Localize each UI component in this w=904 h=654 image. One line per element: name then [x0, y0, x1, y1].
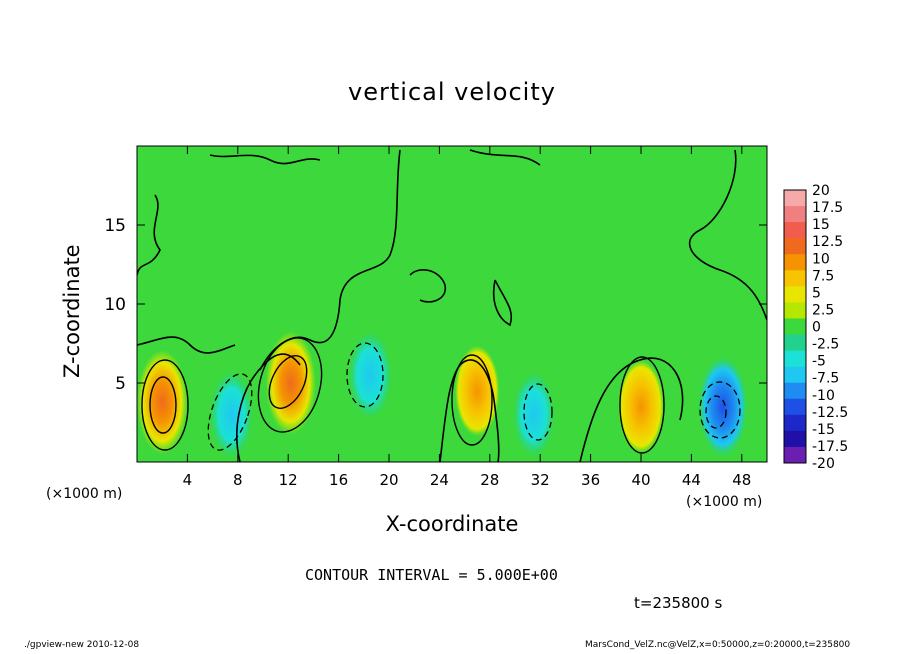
x-tick-label: 8 [233, 471, 243, 489]
colorbar-label: 7.5 [812, 268, 834, 284]
x-tick-label: 4 [183, 471, 193, 489]
colorbar-swatch-9 [784, 334, 806, 352]
colorbar-label: 12.5 [812, 234, 843, 250]
colorbar-label: -17.5 [812, 439, 848, 455]
y-axis-label: Z-coordinate [60, 244, 84, 378]
colorbar-label: -7.5 [812, 371, 839, 387]
positive-contours [141, 337, 665, 454]
colorbar-label: 15 [812, 217, 830, 233]
time-label: t=235800 s [634, 594, 723, 612]
colorbar-label: 17.5 [812, 200, 843, 216]
footer-right: MarsCond_VelZ.nc@VelZ,x=0:50000,z=0:2000… [585, 640, 851, 650]
colorbar-swatch-1 [784, 206, 806, 223]
colorbar-label: -10 [812, 388, 835, 404]
negative-contours [207, 342, 741, 451]
x-unit-label-right: (×1000 m) [686, 494, 763, 510]
x-tick-label: 32 [531, 471, 550, 489]
footer-left: ./gpview-new 2010-12-08 [24, 640, 140, 650]
y-tick-label: 15 [104, 216, 126, 236]
velocity-cell-2 [265, 331, 316, 435]
x-tick-label: 44 [682, 471, 701, 489]
colorbar-label: 5 [812, 285, 821, 301]
colorbar-swatch-2 [784, 222, 806, 239]
x-axis-label: X-coordinate [385, 512, 519, 536]
colorbar-swatch-15 [784, 430, 806, 448]
x-tick-label: 12 [279, 471, 298, 489]
velocity-cell-3 [348, 331, 392, 419]
colorbar-label: 20 [812, 183, 830, 199]
y-tick-label: 10 [104, 295, 126, 315]
velocity-cell-4 [455, 345, 500, 436]
x-tick-label: 48 [732, 471, 751, 489]
colorbar-label: 10 [812, 251, 830, 267]
colorbar-swatch-13 [784, 398, 806, 416]
colorbar-swatch-14 [784, 414, 806, 432]
x-tick-label: 28 [480, 471, 499, 489]
velocity-cell-1 [209, 370, 254, 459]
colorbar-label: -15 [812, 422, 835, 438]
x-tick-label: 16 [329, 471, 348, 489]
chart-title: vertical velocity [348, 78, 556, 106]
colorbar-frame [783, 189, 807, 464]
colorbar-swatch-12 [784, 382, 806, 400]
velocity-cell-7 [698, 356, 748, 458]
x-tick-label: 24 [430, 471, 449, 489]
x-tick-label: 36 [581, 471, 600, 489]
x-tick-label: 40 [631, 471, 650, 489]
colorbar-label: 0 [812, 320, 821, 336]
velocity-cell-5 [512, 372, 555, 458]
colorbar-swatch-11 [784, 366, 806, 384]
colorbar-swatch-5 [784, 270, 806, 287]
x-tick-label: 20 [379, 471, 398, 489]
y-tick-label: 5 [115, 374, 126, 394]
colorbar-swatch-0 [784, 190, 806, 207]
velocity-cell-0 [137, 349, 188, 455]
colorbar-label: -20 [812, 456, 835, 472]
x-unit-label-left: (×1000 m) [46, 486, 123, 502]
colorbar-swatch-6 [784, 286, 806, 303]
colorbar-swatch-10 [784, 350, 806, 368]
colorbar-swatch-16 [784, 446, 806, 464]
colorbar-swatch-7 [784, 302, 806, 319]
colorbar-label: -5 [812, 354, 826, 370]
colorbar-swatch-4 [784, 254, 806, 271]
colorbar-swatch-8 [784, 318, 806, 336]
colorbar-label: 2.5 [812, 302, 834, 318]
colorbar-label: -12.5 [812, 405, 848, 421]
colorbar-label: -2.5 [812, 337, 839, 353]
contour-interval-label: CONTOUR INTERVAL = 5.000E+00 [305, 566, 558, 584]
velocity-cell-6 [618, 360, 664, 454]
colorbar-swatch-3 [784, 238, 806, 255]
